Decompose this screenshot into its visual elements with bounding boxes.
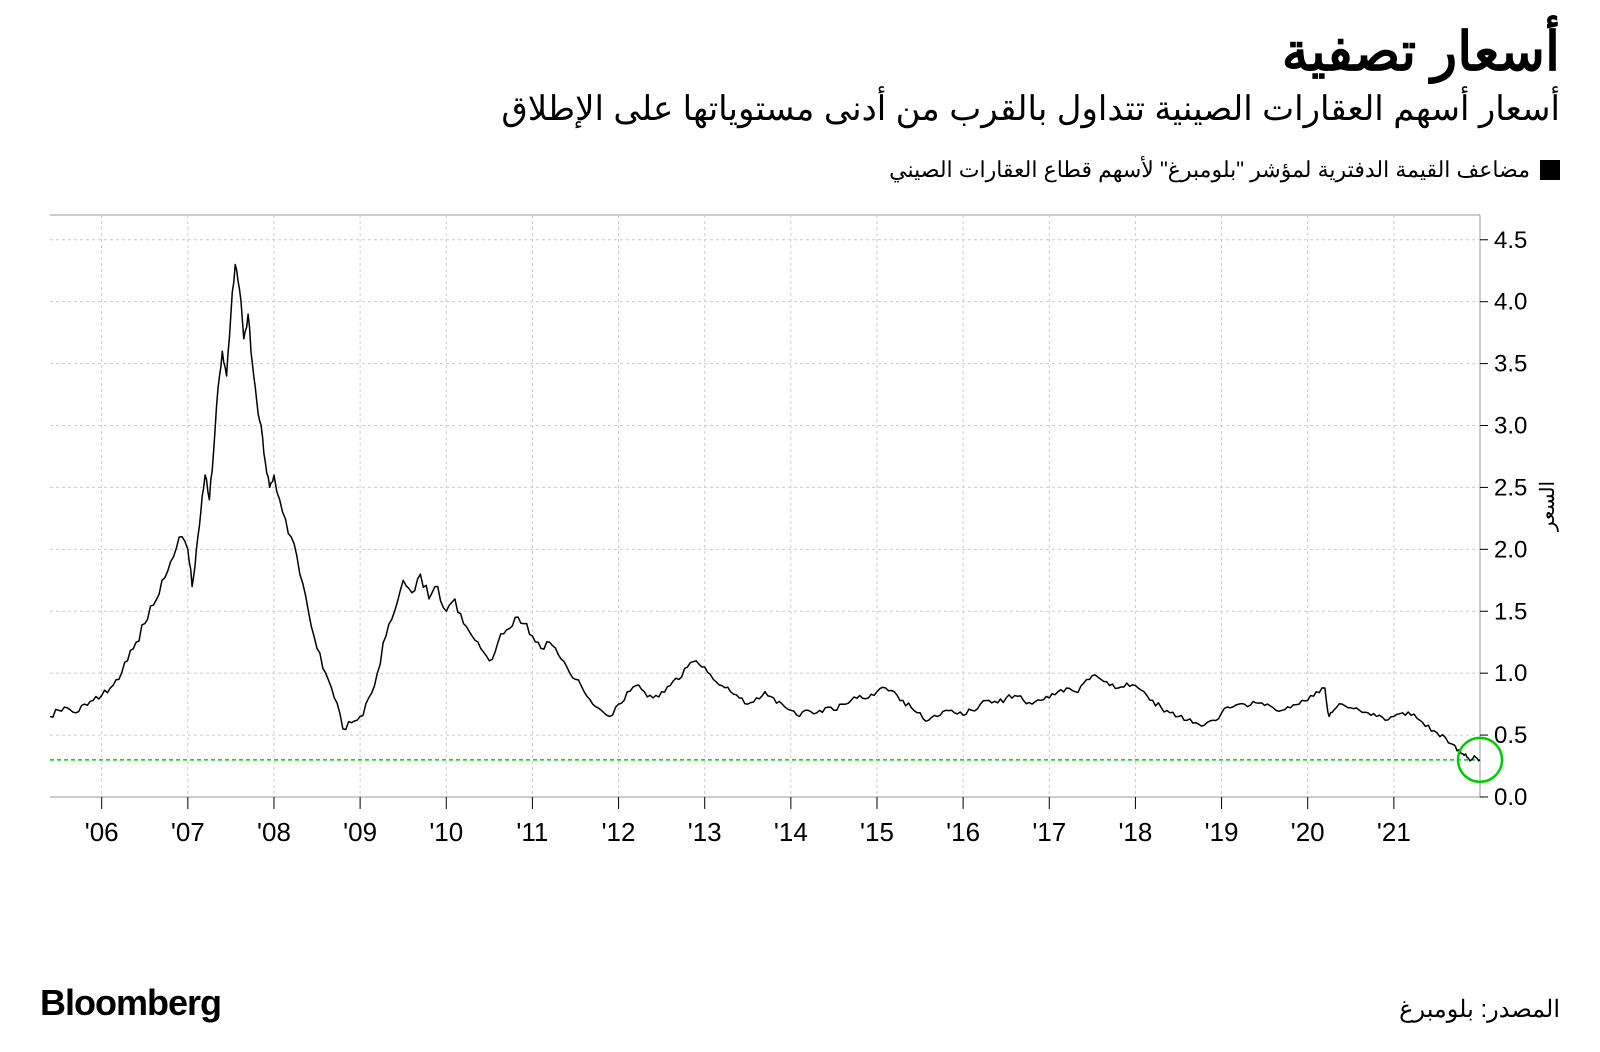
chart-title: أسعار تصفية — [40, 20, 1560, 83]
svg-text:'11: '11 — [516, 817, 548, 847]
svg-text:0.5: 0.5 — [1494, 722, 1527, 749]
chart-footer: Bloomberg المصدر: بلومبرغ — [40, 982, 1560, 1024]
svg-text:'06: '06 — [85, 817, 119, 847]
svg-text:'16: '16 — [946, 817, 980, 847]
svg-text:2.5: 2.5 — [1494, 474, 1527, 501]
svg-text:'21: '21 — [1377, 817, 1411, 847]
svg-text:4.5: 4.5 — [1494, 227, 1527, 254]
svg-text:2.0: 2.0 — [1494, 536, 1527, 563]
svg-text:'12: '12 — [602, 817, 636, 847]
svg-text:'13: '13 — [688, 817, 722, 847]
chart-header: أسعار تصفية أسعار أسهم العقارات الصينية … — [0, 0, 1600, 183]
legend-label: مضاعف القيمة الدفترية لمؤشر "بلومبرغ" لأ… — [889, 157, 1530, 183]
chart-area: 0.0 0.5 1.0 1.5 2.0 2.5 3.0 3.5 4.0 4.5 '06 '07 '08 '… — [40, 207, 1560, 867]
svg-text:'07: '07 — [171, 817, 205, 847]
svg-text:1.0: 1.0 — [1494, 660, 1527, 687]
svg-text:'14: '14 — [774, 817, 808, 847]
svg-text:0.0: 0.0 — [1494, 784, 1527, 811]
svg-text:1.5: 1.5 — [1494, 598, 1527, 625]
svg-text:'09: '09 — [343, 817, 377, 847]
svg-text:3.5: 3.5 — [1494, 351, 1527, 378]
svg-text:'10: '10 — [429, 817, 463, 847]
svg-text:'08: '08 — [257, 817, 291, 847]
legend: مضاعف القيمة الدفترية لمؤشر "بلومبرغ" لأ… — [40, 157, 1560, 183]
svg-text:4.0: 4.0 — [1494, 289, 1527, 316]
brand-logo: Bloomberg — [40, 982, 221, 1024]
legend-swatch — [1540, 160, 1560, 180]
svg-text:3.0: 3.0 — [1494, 413, 1527, 440]
svg-text:السعر: السعر — [1537, 481, 1559, 532]
svg-text:'18: '18 — [1118, 817, 1152, 847]
chart-subtitle: أسعار أسهم العقارات الصينية تتداول بالقر… — [40, 89, 1560, 129]
source-attribution: المصدر: بلومبرغ — [1399, 995, 1560, 1024]
svg-text:'15: '15 — [860, 817, 894, 847]
svg-text:'20: '20 — [1291, 817, 1325, 847]
svg-text:'17: '17 — [1032, 817, 1066, 847]
line-chart-svg: 0.0 0.5 1.0 1.5 2.0 2.5 3.0 3.5 4.0 4.5 '06 '07 '08 '… — [40, 207, 1560, 867]
svg-text:'19: '19 — [1205, 817, 1239, 847]
